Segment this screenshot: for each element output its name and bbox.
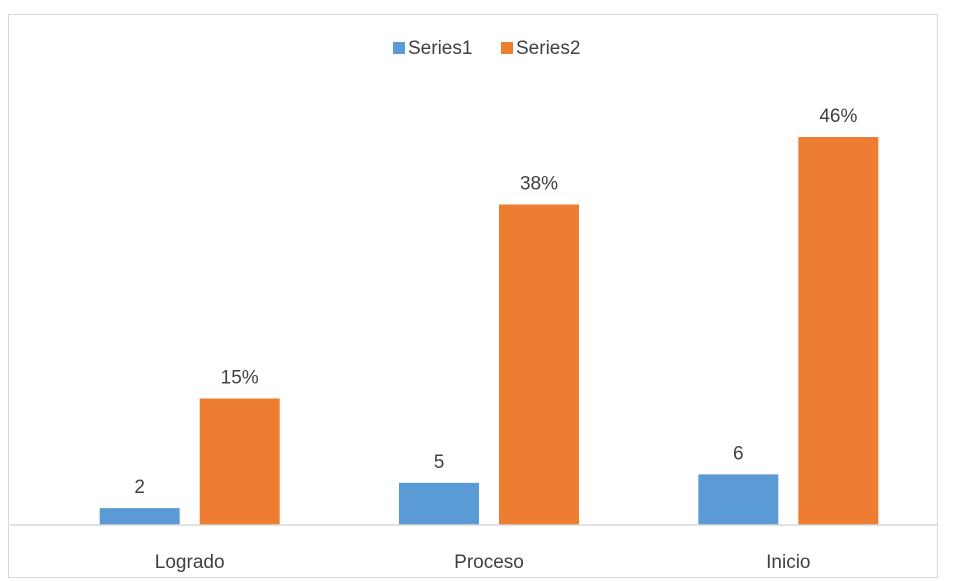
x-tick-label: Logrado [155,552,225,573]
bar-series2-inicio [798,137,879,525]
bar-series2-proceso [499,204,579,525]
bar-series2-logrado [199,398,280,525]
legend-label: Series2 [516,38,580,59]
data-label: 2 [134,477,145,498]
data-label: 5 [434,452,445,473]
x-axis-tick-labels: Logrado Proceso Inicio [155,552,811,573]
bar-series1-proceso [399,482,479,525]
bars [99,137,879,525]
legend-swatch-series1 [393,42,405,54]
x-tick-label: Proceso [454,552,524,573]
legend-swatch-series2 [501,42,513,54]
legend-label: Series1 [408,38,472,59]
data-labels: 2 15% 5 38% 6 46% [134,106,857,498]
legend: Series1 Series2 [393,38,580,59]
data-label: 38% [520,173,558,194]
data-label: 15% [221,367,259,388]
x-tick-label: Inicio [766,552,810,573]
bar-series1-inicio [698,474,779,525]
bar-series1-logrado [99,508,180,525]
data-label: 46% [819,106,857,127]
data-label: 6 [733,443,744,464]
